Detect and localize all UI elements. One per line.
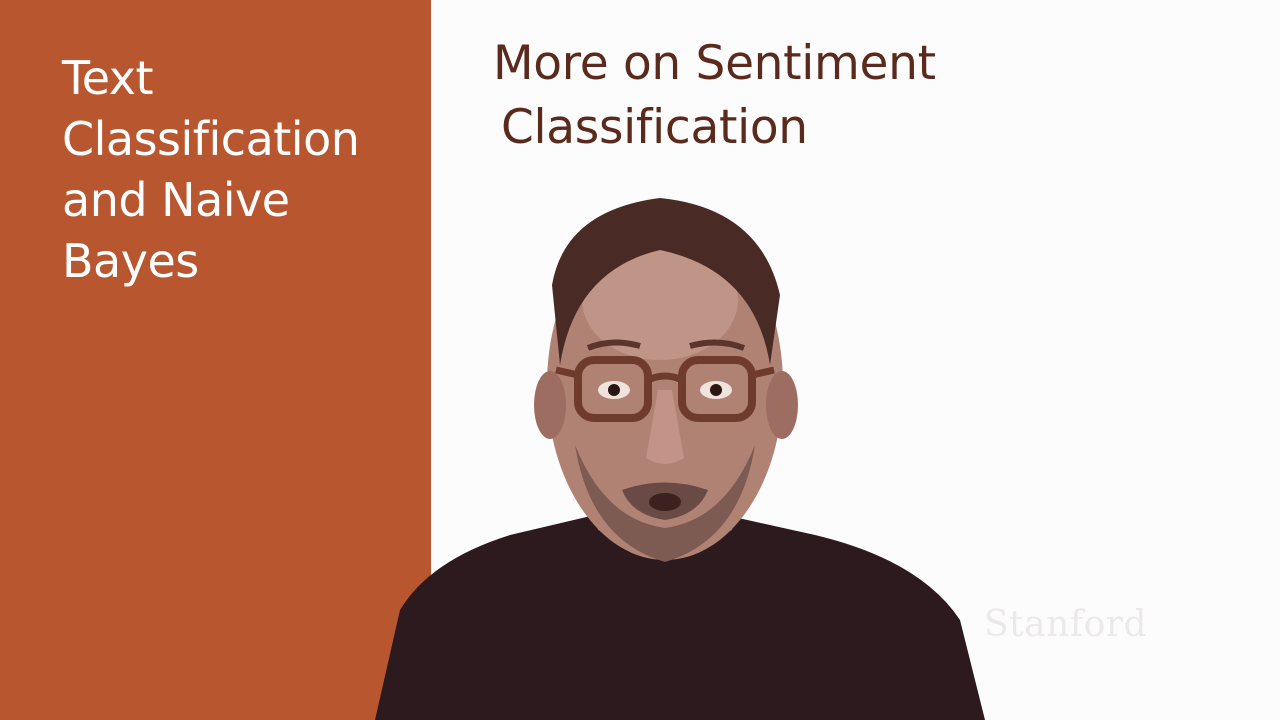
slide-title-line: More on Sentiment xyxy=(493,36,936,91)
slide-title-line: Classification xyxy=(501,100,808,155)
section-panel: Text Classification and Naive Bayes xyxy=(0,0,431,720)
slide-title: More on Sentiment Classification xyxy=(493,32,1253,160)
section-title-line: and Naive xyxy=(62,173,290,227)
section-title: Text Classification and Naive Bayes xyxy=(62,48,422,292)
presenter-video xyxy=(360,190,1020,720)
presenter-video-icon xyxy=(375,198,985,720)
section-title-line: Text xyxy=(62,51,154,105)
section-title-line: Bayes xyxy=(62,234,199,288)
section-title-line: Classification xyxy=(62,112,360,166)
stanford-watermark: Stanford xyxy=(984,604,1148,645)
